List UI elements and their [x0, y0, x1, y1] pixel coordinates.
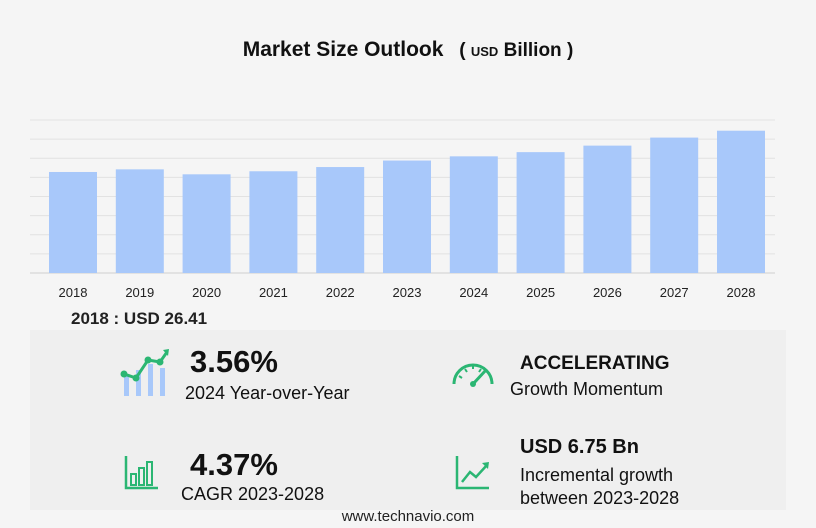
x-tick-2021: 2021 — [259, 285, 288, 300]
unit-open: ( — [459, 40, 466, 61]
bar-2027 — [650, 137, 699, 273]
x-tick-2025: 2025 — [526, 285, 555, 300]
bar-2026 — [583, 145, 632, 273]
x-tick-2026: 2026 — [593, 285, 622, 300]
chart-x-ticks: 2018 2019 2020 2021 2022 2023 2024 2025 2026 2027… — [59, 285, 756, 300]
cagr-label: CAGR 2023-2028 — [181, 484, 325, 504]
x-tick-2020: 2020 — [192, 285, 221, 300]
x-tick-2022: 2022 — [326, 285, 355, 300]
x-tick-2024: 2024 — [459, 285, 488, 300]
x-tick-2023: 2023 — [393, 285, 422, 300]
trend-up-icon — [455, 456, 489, 490]
x-tick-2027: 2027 — [660, 285, 689, 300]
footer-url: www.technavio.com — [341, 508, 475, 525]
x-tick-2028: 2028 — [727, 285, 756, 300]
baseline-value: 2018 : USD 26.41 — [71, 309, 208, 328]
bar-2022 — [316, 167, 365, 273]
bar-line-growth-icon — [120, 349, 169, 396]
bar-chart-icon — [124, 456, 158, 490]
momentum-value: ACCELERATING — [520, 353, 670, 374]
momentum-label: Growth Momentum — [510, 379, 664, 399]
chart-title-unit: ( USD Billion ) — [459, 40, 573, 61]
bar-2020 — [182, 174, 231, 273]
bar-2021 — [249, 171, 298, 273]
yoy-value: 3.56% — [190, 344, 278, 379]
bar-chart: 2018 2019 2020 2021 2022 2023 2024 2025 2026 2027… — [30, 119, 775, 300]
chart-title-main: Market Size Outlook — [242, 38, 444, 61]
x-tick-2018: 2018 — [59, 285, 88, 300]
bar-2024 — [449, 156, 498, 273]
bar-2023 — [383, 160, 431, 273]
chart-title: Market Size Outlook ( USD Billion ) — [0, 38, 816, 62]
unit-currency: USD — [470, 44, 499, 59]
incremental-value: USD 6.75 Bn — [520, 436, 639, 458]
x-tick-2019: 2019 — [125, 285, 154, 300]
incremental-label-line1: Incremental growth — [520, 465, 674, 485]
speedometer-icon — [452, 363, 494, 387]
yoy-label: 2024 Year-over-Year — [185, 383, 350, 403]
chart-bars — [49, 130, 765, 273]
bar-2028 — [717, 130, 765, 273]
bar-2019 — [115, 169, 164, 273]
unit-word: Billion — [503, 40, 562, 61]
incremental-label-line2: between 2023-2028 — [520, 488, 680, 508]
unit-close: ) — [566, 40, 574, 61]
bar-2018 — [49, 171, 97, 273]
bar-2025 — [516, 152, 565, 273]
cagr-value: 4.37% — [190, 447, 278, 482]
